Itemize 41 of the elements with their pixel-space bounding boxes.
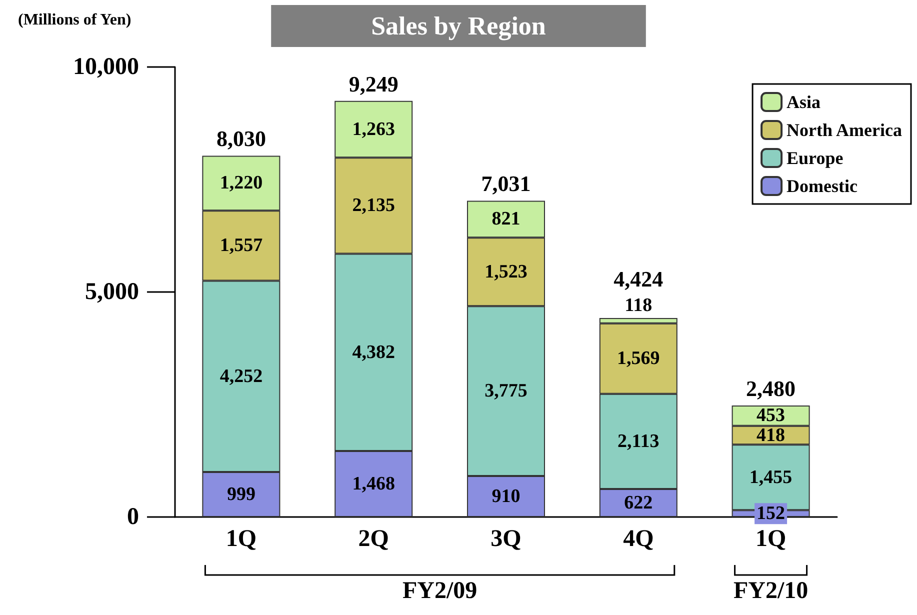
data-label: 4,382 [352, 342, 395, 363]
data-label: 999 [226, 484, 256, 506]
data-label: 1,455 [749, 466, 792, 488]
y-axis-title: (Millions of Yen) [18, 12, 132, 28]
chart-title: Sales by Region [371, 12, 546, 40]
total-label: 4,424 [614, 266, 664, 292]
y-tick-label: 10,000 [73, 54, 139, 80]
legend-label: Asia [786, 92, 821, 112]
legend-label: North America [786, 120, 902, 140]
data-label: 453 [756, 405, 786, 426]
data-label: 1,220 [220, 172, 263, 194]
data-label: 418 [756, 424, 786, 446]
x-tick-label: 1Q [755, 526, 786, 552]
data-label: 4,252 [220, 366, 263, 387]
text: FY2/09 [402, 578, 478, 604]
data-label: 821 [492, 208, 520, 230]
y-tick-label: 5,000 [85, 279, 139, 305]
legend-label: Domestic [786, 176, 858, 196]
x-tick-label: 3Q [490, 526, 522, 552]
total-label: 8,030 [216, 126, 266, 152]
data-label: 1,569 [617, 348, 660, 370]
text: FY2/10 [733, 578, 808, 604]
data-label: 2,113 [618, 430, 660, 452]
data-label: 3,775 [484, 380, 528, 402]
y-tick-label: 0 [127, 504, 139, 530]
data-label: 2,135 [352, 195, 395, 216]
data-label: 1,523 [484, 261, 528, 282]
x-tick-label: 4Q [623, 526, 654, 552]
x-tick-label: 2Q [358, 526, 389, 552]
data-label: 622 [624, 492, 653, 514]
data-label: 910 [492, 486, 520, 508]
data-label: 1,557 [220, 235, 264, 256]
legend-label: Europe [786, 148, 844, 168]
total-label: 9,249 [348, 71, 398, 96]
data-label: 152 [756, 503, 786, 524]
total-label: 2,480 [746, 376, 796, 401]
x-tick-label: 1Q [226, 526, 257, 552]
data-label: 1,263 [352, 118, 395, 140]
data-label: 118 [624, 295, 652, 316]
data-label: 1,468 [352, 473, 395, 494]
total-label: 7,031 [481, 171, 531, 196]
